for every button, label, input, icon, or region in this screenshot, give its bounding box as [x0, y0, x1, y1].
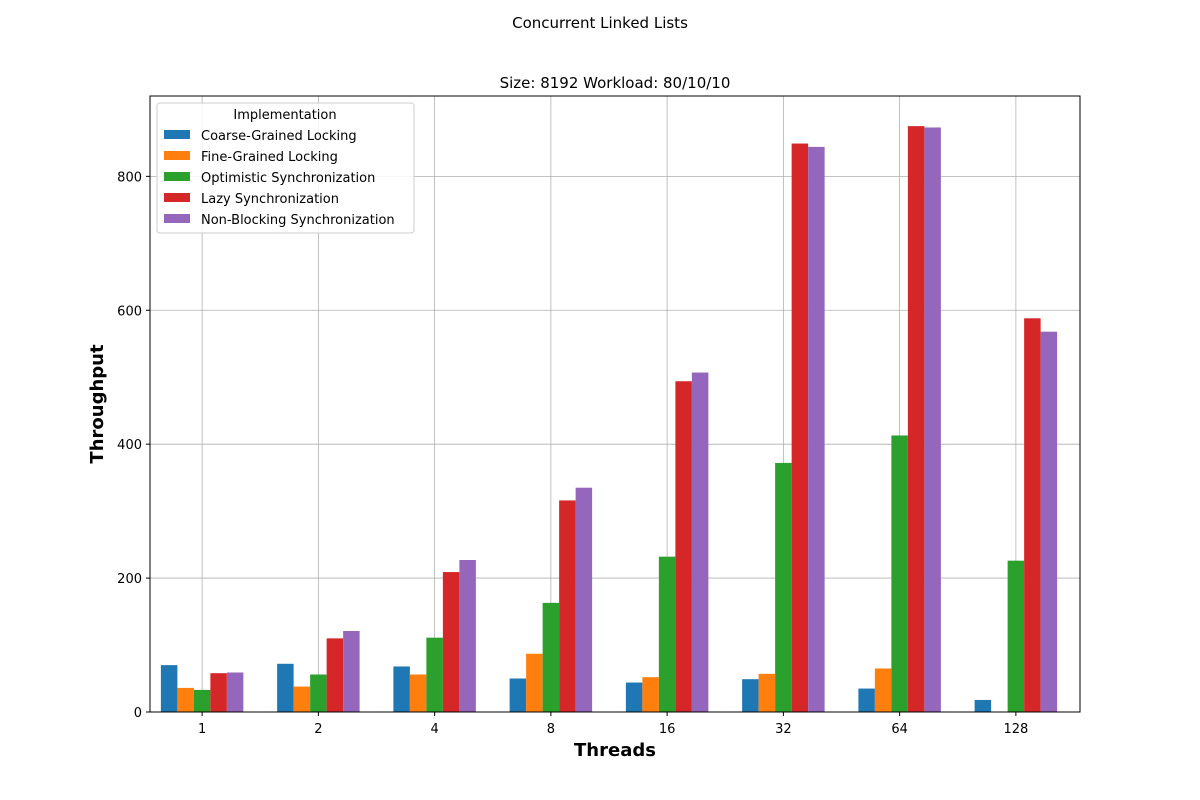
- chart-title: Size: 8192 Workload: 80/10/10: [500, 74, 731, 92]
- bar: [160, 665, 178, 712]
- bar: [675, 381, 692, 712]
- bar: [924, 127, 941, 713]
- bar: [393, 666, 410, 712]
- y-ticks: 0 200 400 600 800: [117, 170, 150, 721]
- legend-title: Implementation: [233, 108, 336, 123]
- y-tick-label: 0: [134, 706, 142, 721]
- bar: [758, 673, 776, 712]
- bar: [426, 637, 443, 712]
- y-tick-label: 600: [117, 304, 142, 319]
- bar: [791, 143, 809, 712]
- bar: [575, 487, 593, 712]
- y-tick-label: 400: [117, 438, 142, 453]
- y-tick-label: 800: [117, 170, 142, 185]
- bar: [277, 663, 294, 712]
- legend-swatch: [164, 172, 190, 181]
- bar: [343, 630, 360, 712]
- bar: [775, 462, 792, 712]
- x-tick-label: 8: [547, 722, 555, 737]
- legend: Implementation Coarse-Grained Locking Fin…: [156, 102, 415, 234]
- legend-label: Optimistic Synchronization: [201, 171, 375, 186]
- bar: [542, 602, 560, 712]
- x-tick-label: 1: [198, 722, 206, 737]
- legend-label: Fine-Grained Locking: [201, 150, 338, 165]
- bar: [310, 674, 327, 712]
- x-tick-label: 16: [659, 722, 676, 737]
- legend-swatch: [164, 193, 190, 202]
- bar: [409, 674, 427, 712]
- bar: [874, 668, 892, 712]
- legend-box: [156, 102, 415, 234]
- bar: [658, 556, 676, 712]
- bar: [1040, 331, 1058, 712]
- bar: [891, 435, 908, 712]
- y-axis-label: Throughput: [87, 344, 108, 464]
- x-tick-label: 32: [775, 722, 792, 737]
- bar: [193, 689, 211, 712]
- bar: [442, 572, 460, 712]
- bar: [642, 677, 659, 712]
- bar: [293, 686, 311, 712]
- legend-label: Lazy Synchronization: [201, 192, 339, 207]
- legend-items: Coarse-Grained Locking Fine-Grained Locki…: [164, 129, 395, 228]
- bar: [691, 372, 709, 712]
- bars: [160, 126, 1058, 713]
- bar: [858, 688, 875, 712]
- y-tick-label: 200: [117, 572, 142, 587]
- x-tick-label: 128: [1003, 722, 1028, 737]
- x-tick-label: 2: [314, 722, 322, 737]
- bar: [974, 699, 992, 712]
- bar: [326, 638, 344, 712]
- bar: [210, 673, 227, 712]
- bar: [459, 560, 476, 712]
- bar: [625, 682, 643, 712]
- legend-label: Coarse-Grained Locking: [201, 129, 357, 144]
- legend-swatch: [164, 151, 190, 160]
- bar: [808, 146, 825, 712]
- bar: [1007, 560, 1025, 712]
- bar: [177, 687, 194, 712]
- bar: [226, 672, 244, 712]
- legend-swatch: [164, 214, 190, 223]
- x-tick-label: 4: [430, 722, 438, 737]
- bar: [526, 653, 543, 712]
- legend-label: Non-Blocking Synchronization: [201, 213, 395, 228]
- bar: [509, 678, 527, 712]
- x-tick-label: 64: [891, 722, 908, 737]
- bar: [559, 500, 576, 712]
- bar: [1024, 318, 1041, 712]
- plot-frame: [149, 95, 1081, 713]
- bar: [742, 679, 759, 712]
- legend-swatch: [164, 130, 190, 139]
- bar: [907, 126, 925, 712]
- x-axis-label: Threads: [574, 740, 656, 761]
- chart-suptitle: Concurrent Linked Lists: [512, 14, 688, 32]
- x-ticks: 1 2 4 8 16 32 64 128: [198, 712, 1028, 737]
